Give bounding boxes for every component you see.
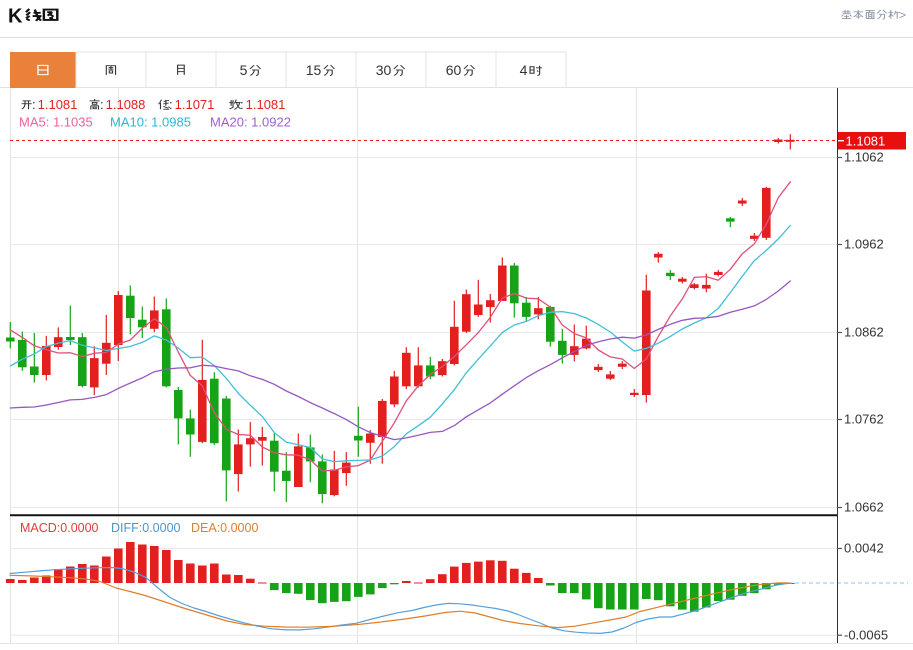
svg-text:DIFF:0.0000: DIFF:0.0000 [111,521,181,535]
svg-text:0.0042: 0.0042 [844,541,884,556]
svg-text:MA20: 1.0922: MA20: 1.0922 [210,115,291,130]
svg-text:DEA:0.0000: DEA:0.0000 [191,521,258,535]
svg-text:-0.0065: -0.0065 [844,627,888,642]
svg-text::1.1071: :1.1071 [169,97,214,112]
svg-text::1.1088: :1.1088 [100,97,145,112]
svg-text:K: K [8,6,23,28]
svg-text:MA5: 1.1035: MA5: 1.1035 [19,115,93,130]
svg-text::1.1081: :1.1081 [240,97,285,112]
svg-text:1.1081: 1.1081 [846,134,886,149]
svg-text:MA10: 1.0985: MA10: 1.0985 [110,115,191,130]
svg-text:1.0962: 1.0962 [844,237,884,252]
svg-text:>: > [899,8,906,22]
svg-text:MACD:0.0000: MACD:0.0000 [20,521,99,535]
svg-text:1.0862: 1.0862 [844,325,884,340]
svg-text::1.1081: :1.1081 [32,97,77,112]
svg-text:60: 60 [446,62,462,78]
svg-text:4: 4 [520,62,528,78]
svg-text:15: 15 [306,62,322,78]
svg-text:1.1062: 1.1062 [844,150,884,165]
svg-text:1.0762: 1.0762 [844,412,884,427]
svg-text:30: 30 [376,62,392,78]
svg-text:5: 5 [240,62,248,78]
svg-text:1.0662: 1.0662 [844,500,884,515]
